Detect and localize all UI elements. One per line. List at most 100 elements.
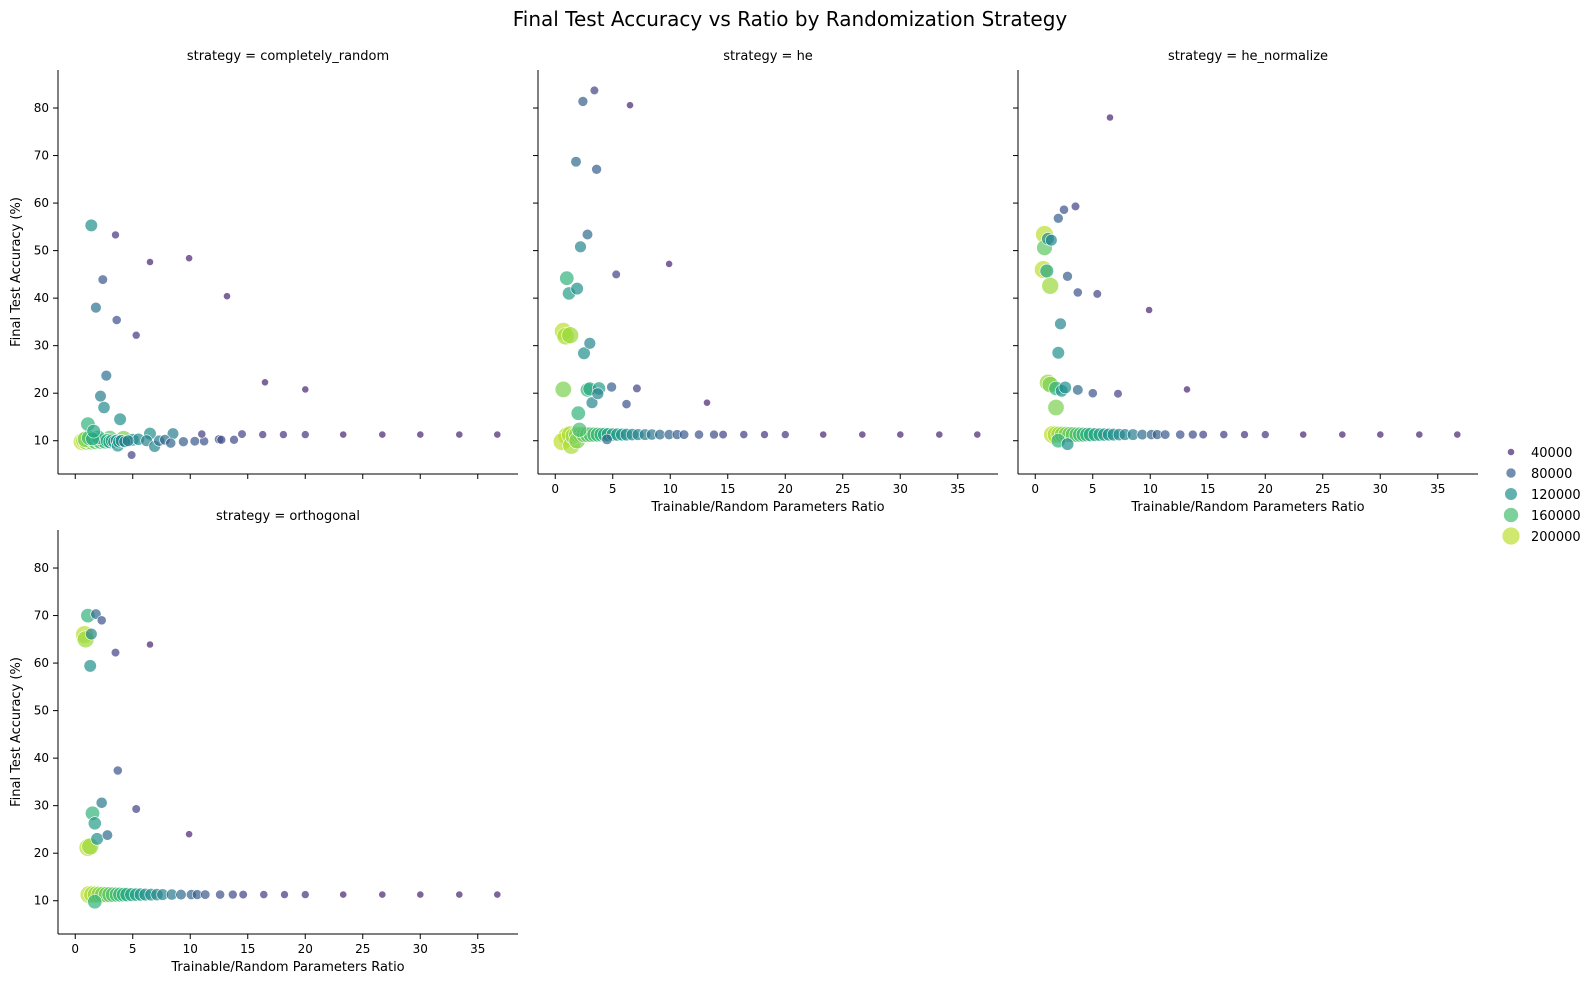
legend-label: 160000 [1531,509,1581,524]
data-point [131,804,141,814]
data-point [216,434,227,445]
panel-title: strategy = completely_random [187,49,389,64]
facet-panel: strategy = he_normalize 0 5 10 15 20 25 30 35 Tra… [1013,49,1478,515]
y-tick-label: 60 [34,656,49,670]
data-point [96,615,107,626]
x-tick-label: 25 [355,942,370,956]
data-point [87,894,103,910]
x-tick-label: 30 [413,942,428,956]
data-point [570,156,582,168]
y-tick-label: 20 [34,386,49,400]
data-point [1060,437,1075,451]
data-point [237,429,247,439]
data-point [146,640,154,649]
y-tick-label: 30 [34,799,49,813]
data-point [85,627,98,641]
data-point [100,369,113,382]
data-point [559,270,575,286]
x-axis-label: Trainable/Random Parameters Ratio [1130,500,1364,515]
data-point [626,101,634,110]
data-point [1261,430,1270,439]
x-tick-label: 25 [1315,482,1330,496]
x-tick-label: 35 [1430,482,1445,496]
data-point [760,430,769,439]
data-point [571,421,588,438]
data-point [1041,276,1059,295]
data-point [1062,270,1073,282]
data-point [455,430,464,439]
data-point [113,412,127,426]
data-point [858,430,867,439]
data-point [185,254,193,263]
y-axis-label: Final Test Accuracy (%) [9,197,24,347]
data-point [585,396,599,409]
data-point [665,259,673,268]
data-point [1175,429,1186,440]
data-point [175,888,187,901]
data-point [1376,430,1385,439]
data-point [709,429,719,440]
legend-label: 40000 [1531,446,1572,461]
data-point [1054,317,1067,330]
data-point [1087,388,1098,399]
data-point [90,301,102,314]
data-point [606,381,617,393]
data-point [185,830,193,839]
data-point [1072,384,1084,396]
legend-marker [1503,507,1519,523]
data-point [1106,113,1114,122]
data-point [261,378,269,387]
y-tick-label: 70 [34,609,49,623]
data-point [1039,263,1055,279]
x-tick-label: 5 [129,942,137,956]
data-point [554,380,572,398]
y-tick-label: 70 [34,149,49,163]
data-point [1072,287,1083,298]
data-point [601,433,613,445]
data-point [678,429,690,440]
data-point [1338,430,1347,439]
data-point [112,765,123,776]
data-point [197,429,207,439]
legend-marker [1504,487,1518,501]
data-point [223,292,231,301]
x-tick-label: 15 [720,482,735,496]
x-tick-label: 20 [1258,482,1273,496]
y-tick-label: 30 [34,339,49,353]
y-tick-label: 50 [34,704,49,718]
data-point [1188,429,1198,440]
data-point [703,398,711,407]
data-point [1198,430,1208,440]
data-point [131,330,141,340]
data-point [416,890,425,899]
data-point [97,401,111,414]
data-point [1070,201,1081,211]
data-point [739,430,749,439]
facet-panel: strategy = completely_random 10 20 30 40 50 60… [9,49,518,479]
data-point [1219,430,1229,439]
data-point [1047,398,1065,416]
data-point [1240,430,1249,439]
data-point [127,450,137,460]
data-point [95,796,108,809]
y-tick-label: 60 [34,196,49,210]
data-point [416,430,425,439]
data-point [339,890,348,899]
x-tick-label: 5 [1089,482,1097,496]
data-point [122,434,135,447]
data-point [581,228,594,241]
data-point [896,430,905,439]
data-point [111,230,120,240]
data-point [280,890,289,899]
x-axis-label: Trainable/Random Parameters Ratio [650,500,884,515]
facet-panel: strategy = he 0 5 10 15 20 25 30 35 Trainable/Ran… [533,49,998,515]
data-point [228,889,238,900]
legend-marker [1507,448,1515,456]
legend-label: 80000 [1531,467,1572,482]
figure-title: Final Test Accuracy vs Ratio by Randomiz… [513,7,1068,31]
y-tick-label: 50 [34,244,49,258]
data-point [86,424,101,439]
y-tick-label: 40 [34,751,49,765]
data-point [493,430,502,439]
